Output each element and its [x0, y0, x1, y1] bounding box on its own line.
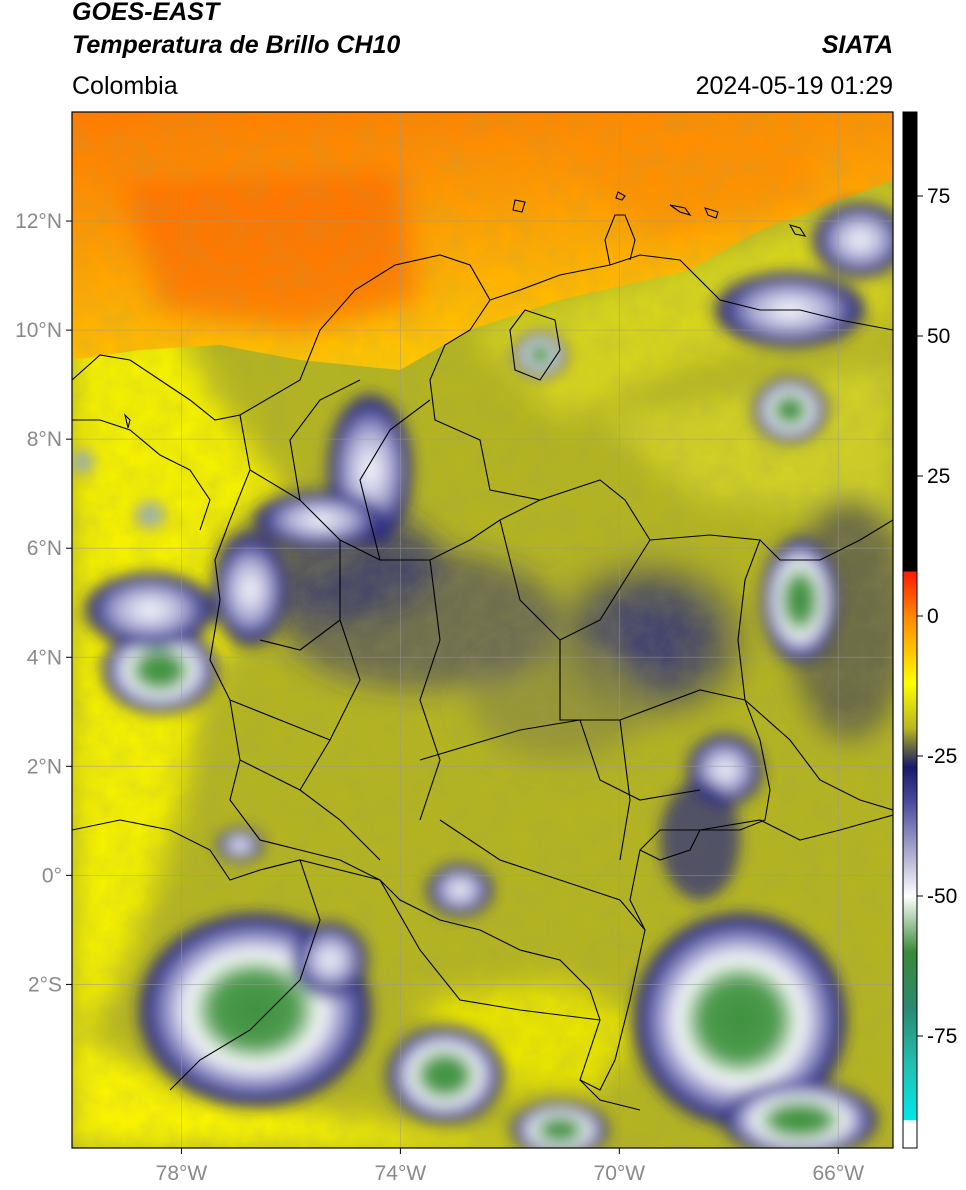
lat-tick-label: 12°N [15, 210, 62, 233]
colorbar-ticks: 75 50 25 0 -25 -50 -75 [917, 185, 957, 1048]
region-label: Colombia [72, 72, 178, 100]
lat-tick-label: 0° [42, 864, 62, 887]
colorbar-tick-label: -50 [927, 885, 957, 908]
lat-tick-label: 6°N [27, 537, 62, 560]
lat-tick-label: 4°N [27, 646, 62, 669]
colorbar-tick-label: -25 [927, 745, 957, 768]
political-boundaries [72, 191, 893, 1111]
lon-tick-label: 70°W [594, 1162, 646, 1185]
datetime-label: 2024-05-19 01:29 [695, 72, 893, 100]
colorbar [902, 111, 918, 1149]
colorbar-tick-label: 50 [927, 325, 950, 348]
product-title: Temperatura de Brillo CH10 [72, 31, 401, 59]
lat-tick-label: 2°N [27, 755, 62, 778]
lat-tick-label: 10°N [15, 319, 62, 342]
map-gridlines [72, 112, 893, 1148]
colorbar-tick-label: 25 [927, 465, 950, 488]
latitude-axis: 12°N 10°N 8°N 6°N 4°N 2°N 0° 2°S [15, 210, 72, 996]
colorbar-tick-label: 75 [927, 185, 950, 208]
map-border [71, 111, 894, 1149]
lon-tick-label: 74°W [375, 1162, 427, 1185]
lon-tick-label: 66°W [812, 1162, 864, 1185]
lat-tick-label: 8°N [27, 428, 62, 451]
organization-label: SIATA [821, 31, 893, 59]
colorbar-tick-label: -75 [927, 1025, 957, 1048]
lon-tick-label: 78°W [156, 1162, 208, 1185]
lat-tick-label: 2°S [28, 973, 62, 996]
brightness-temperature-image [72, 112, 893, 1148]
colorbar-tick-label: 0 [927, 605, 939, 628]
satellite-title: GOES-EAST [72, 0, 220, 26]
longitude-axis: 78°W 74°W 70°W 66°W [156, 1148, 864, 1185]
